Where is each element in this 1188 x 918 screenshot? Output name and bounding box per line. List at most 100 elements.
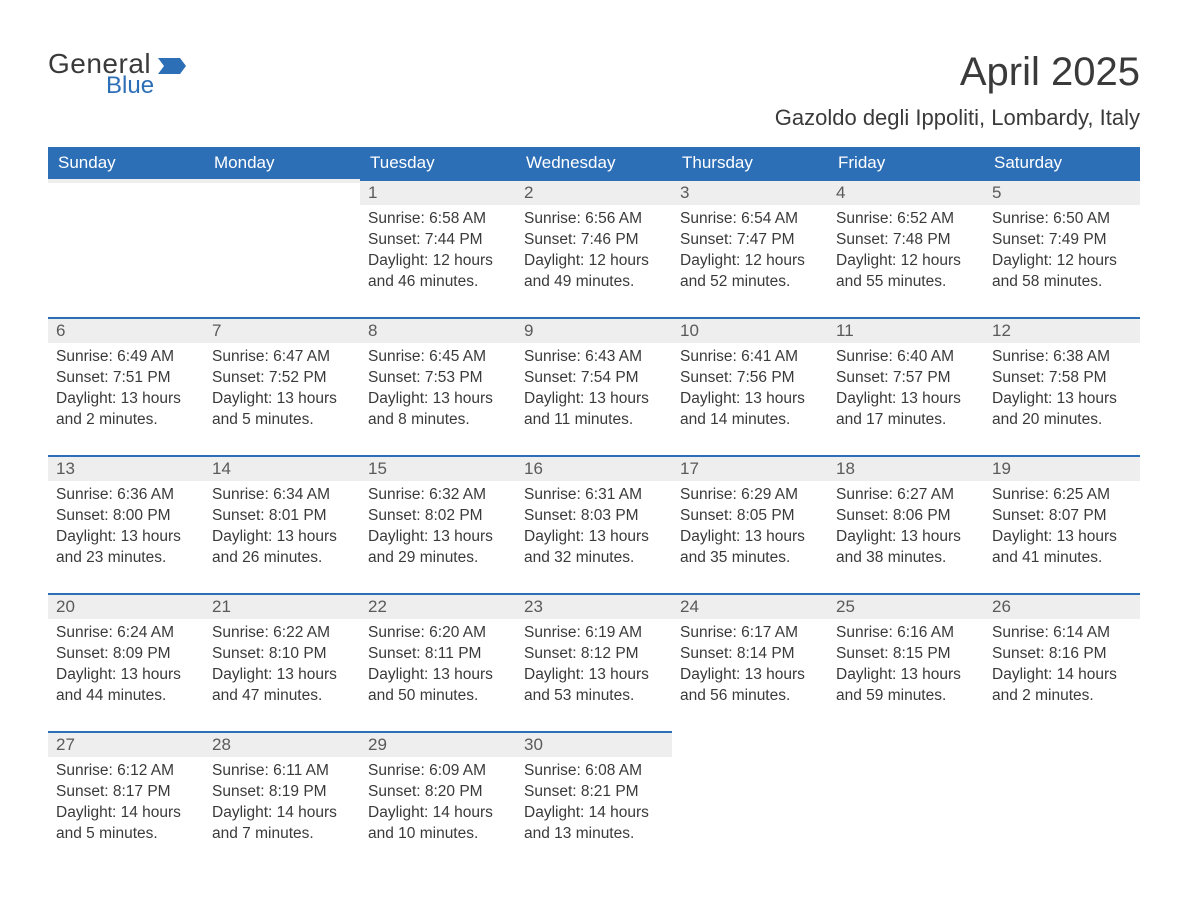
daylight-text: Daylight: 12 hours and 52 minutes. xyxy=(680,251,820,293)
day-number: 20 xyxy=(48,593,204,619)
day-details: Sunrise: 6:14 AMSunset: 8:16 PMDaylight:… xyxy=(984,619,1140,713)
calendar-cell: 18Sunrise: 6:27 AMSunset: 8:06 PMDayligh… xyxy=(828,455,984,593)
sunrise-text: Sunrise: 6:52 AM xyxy=(836,209,976,230)
day-number: 9 xyxy=(516,317,672,343)
daylight-text: Daylight: 12 hours and 58 minutes. xyxy=(992,251,1132,293)
calendar-cell xyxy=(204,179,360,317)
daylight-text: Daylight: 13 hours and 29 minutes. xyxy=(368,527,508,569)
day-number: 1 xyxy=(360,179,516,205)
calendar-cell: 4Sunrise: 6:52 AMSunset: 7:48 PMDaylight… xyxy=(828,179,984,317)
sunrise-text: Sunrise: 6:50 AM xyxy=(992,209,1132,230)
calendar-cell: 16Sunrise: 6:31 AMSunset: 8:03 PMDayligh… xyxy=(516,455,672,593)
daylight-text: Daylight: 13 hours and 32 minutes. xyxy=(524,527,664,569)
sunset-text: Sunset: 8:06 PM xyxy=(836,506,976,527)
daylight-text: Daylight: 13 hours and 47 minutes. xyxy=(212,665,352,707)
sunset-text: Sunset: 7:58 PM xyxy=(992,368,1132,389)
daylight-text: Daylight: 14 hours and 2 minutes. xyxy=(992,665,1132,707)
sunrise-text: Sunrise: 6:22 AM xyxy=(212,623,352,644)
day-number: 25 xyxy=(828,593,984,619)
calendar-cell xyxy=(672,731,828,869)
day-details: Sunrise: 6:40 AMSunset: 7:57 PMDaylight:… xyxy=(828,343,984,437)
sunrise-text: Sunrise: 6:29 AM xyxy=(680,485,820,506)
day-details: Sunrise: 6:17 AMSunset: 8:14 PMDaylight:… xyxy=(672,619,828,713)
daylight-text: Daylight: 12 hours and 46 minutes. xyxy=(368,251,508,293)
daylight-text: Daylight: 13 hours and 14 minutes. xyxy=(680,389,820,431)
calendar-body: 1Sunrise: 6:58 AMSunset: 7:44 PMDaylight… xyxy=(48,179,1140,869)
daylight-text: Daylight: 13 hours and 59 minutes. xyxy=(836,665,976,707)
calendar-cell: 24Sunrise: 6:17 AMSunset: 8:14 PMDayligh… xyxy=(672,593,828,731)
logo-text: General Blue xyxy=(48,50,154,98)
daylight-text: Daylight: 13 hours and 17 minutes. xyxy=(836,389,976,431)
sunrise-text: Sunrise: 6:36 AM xyxy=(56,485,196,506)
daylight-text: Daylight: 13 hours and 35 minutes. xyxy=(680,527,820,569)
day-number: 22 xyxy=(360,593,516,619)
sunset-text: Sunset: 8:16 PM xyxy=(992,644,1132,665)
calendar-cell: 22Sunrise: 6:20 AMSunset: 8:11 PMDayligh… xyxy=(360,593,516,731)
sunset-text: Sunset: 7:49 PM xyxy=(992,230,1132,251)
calendar-cell: 2Sunrise: 6:56 AMSunset: 7:46 PMDaylight… xyxy=(516,179,672,317)
sunset-text: Sunset: 8:11 PM xyxy=(368,644,508,665)
calendar-cell: 21Sunrise: 6:22 AMSunset: 8:10 PMDayligh… xyxy=(204,593,360,731)
daylight-text: Daylight: 13 hours and 56 minutes. xyxy=(680,665,820,707)
dayname-header: Thursday xyxy=(672,147,828,179)
day-number: 11 xyxy=(828,317,984,343)
day-number: 15 xyxy=(360,455,516,481)
calendar-week: 1Sunrise: 6:58 AMSunset: 7:44 PMDaylight… xyxy=(48,179,1140,317)
sunset-text: Sunset: 8:14 PM xyxy=(680,644,820,665)
daylight-text: Daylight: 12 hours and 49 minutes. xyxy=(524,251,664,293)
sunrise-text: Sunrise: 6:56 AM xyxy=(524,209,664,230)
sunrise-text: Sunrise: 6:24 AM xyxy=(56,623,196,644)
calendar-cell: 25Sunrise: 6:16 AMSunset: 8:15 PMDayligh… xyxy=(828,593,984,731)
calendar-week: 20Sunrise: 6:24 AMSunset: 8:09 PMDayligh… xyxy=(48,593,1140,731)
calendar-cell: 20Sunrise: 6:24 AMSunset: 8:09 PMDayligh… xyxy=(48,593,204,731)
daylight-text: Daylight: 13 hours and 23 minutes. xyxy=(56,527,196,569)
calendar-cell: 5Sunrise: 6:50 AMSunset: 7:49 PMDaylight… xyxy=(984,179,1140,317)
calendar-cell: 19Sunrise: 6:25 AMSunset: 8:07 PMDayligh… xyxy=(984,455,1140,593)
dayname-header: Saturday xyxy=(984,147,1140,179)
daylight-text: Daylight: 13 hours and 11 minutes. xyxy=(524,389,664,431)
dayname-header: Wednesday xyxy=(516,147,672,179)
sunrise-text: Sunrise: 6:08 AM xyxy=(524,761,664,782)
day-number: 14 xyxy=(204,455,360,481)
day-number: 4 xyxy=(828,179,984,205)
day-details: Sunrise: 6:11 AMSunset: 8:19 PMDaylight:… xyxy=(204,757,360,851)
daylight-text: Daylight: 13 hours and 26 minutes. xyxy=(212,527,352,569)
daylight-text: Daylight: 13 hours and 53 minutes. xyxy=(524,665,664,707)
calendar-cell: 6Sunrise: 6:49 AMSunset: 7:51 PMDaylight… xyxy=(48,317,204,455)
sunrise-text: Sunrise: 6:19 AM xyxy=(524,623,664,644)
dayname-header: Sunday xyxy=(48,147,204,179)
day-number xyxy=(828,731,984,735)
day-details: Sunrise: 6:54 AMSunset: 7:47 PMDaylight:… xyxy=(672,205,828,299)
day-number: 2 xyxy=(516,179,672,205)
day-number: 17 xyxy=(672,455,828,481)
sunrise-text: Sunrise: 6:11 AM xyxy=(212,761,352,782)
sunset-text: Sunset: 7:53 PM xyxy=(368,368,508,389)
daylight-text: Daylight: 14 hours and 13 minutes. xyxy=(524,803,664,845)
day-details: Sunrise: 6:31 AMSunset: 8:03 PMDaylight:… xyxy=(516,481,672,575)
sunset-text: Sunset: 8:09 PM xyxy=(56,644,196,665)
day-details: Sunrise: 6:41 AMSunset: 7:56 PMDaylight:… xyxy=(672,343,828,437)
dayname-header: Tuesday xyxy=(360,147,516,179)
sunrise-text: Sunrise: 6:34 AM xyxy=(212,485,352,506)
day-details: Sunrise: 6:50 AMSunset: 7:49 PMDaylight:… xyxy=(984,205,1140,299)
day-number: 7 xyxy=(204,317,360,343)
day-number: 10 xyxy=(672,317,828,343)
day-details: Sunrise: 6:47 AMSunset: 7:52 PMDaylight:… xyxy=(204,343,360,437)
sunset-text: Sunset: 7:47 PM xyxy=(680,230,820,251)
title-group: April 2025 Gazoldo degli Ippoliti, Lomba… xyxy=(775,50,1140,141)
daylight-text: Daylight: 13 hours and 44 minutes. xyxy=(56,665,196,707)
day-details: Sunrise: 6:16 AMSunset: 8:15 PMDaylight:… xyxy=(828,619,984,713)
day-number: 19 xyxy=(984,455,1140,481)
flag-icon xyxy=(158,56,186,76)
sunset-text: Sunset: 8:17 PM xyxy=(56,782,196,803)
day-details: Sunrise: 6:38 AMSunset: 7:58 PMDaylight:… xyxy=(984,343,1140,437)
sunrise-text: Sunrise: 6:20 AM xyxy=(368,623,508,644)
sunrise-text: Sunrise: 6:47 AM xyxy=(212,347,352,368)
calendar-cell: 10Sunrise: 6:41 AMSunset: 7:56 PMDayligh… xyxy=(672,317,828,455)
day-details: Sunrise: 6:24 AMSunset: 8:09 PMDaylight:… xyxy=(48,619,204,713)
day-details: Sunrise: 6:22 AMSunset: 8:10 PMDaylight:… xyxy=(204,619,360,713)
sunrise-text: Sunrise: 6:25 AM xyxy=(992,485,1132,506)
sunset-text: Sunset: 8:15 PM xyxy=(836,644,976,665)
calendar-cell: 13Sunrise: 6:36 AMSunset: 8:00 PMDayligh… xyxy=(48,455,204,593)
day-details: Sunrise: 6:43 AMSunset: 7:54 PMDaylight:… xyxy=(516,343,672,437)
